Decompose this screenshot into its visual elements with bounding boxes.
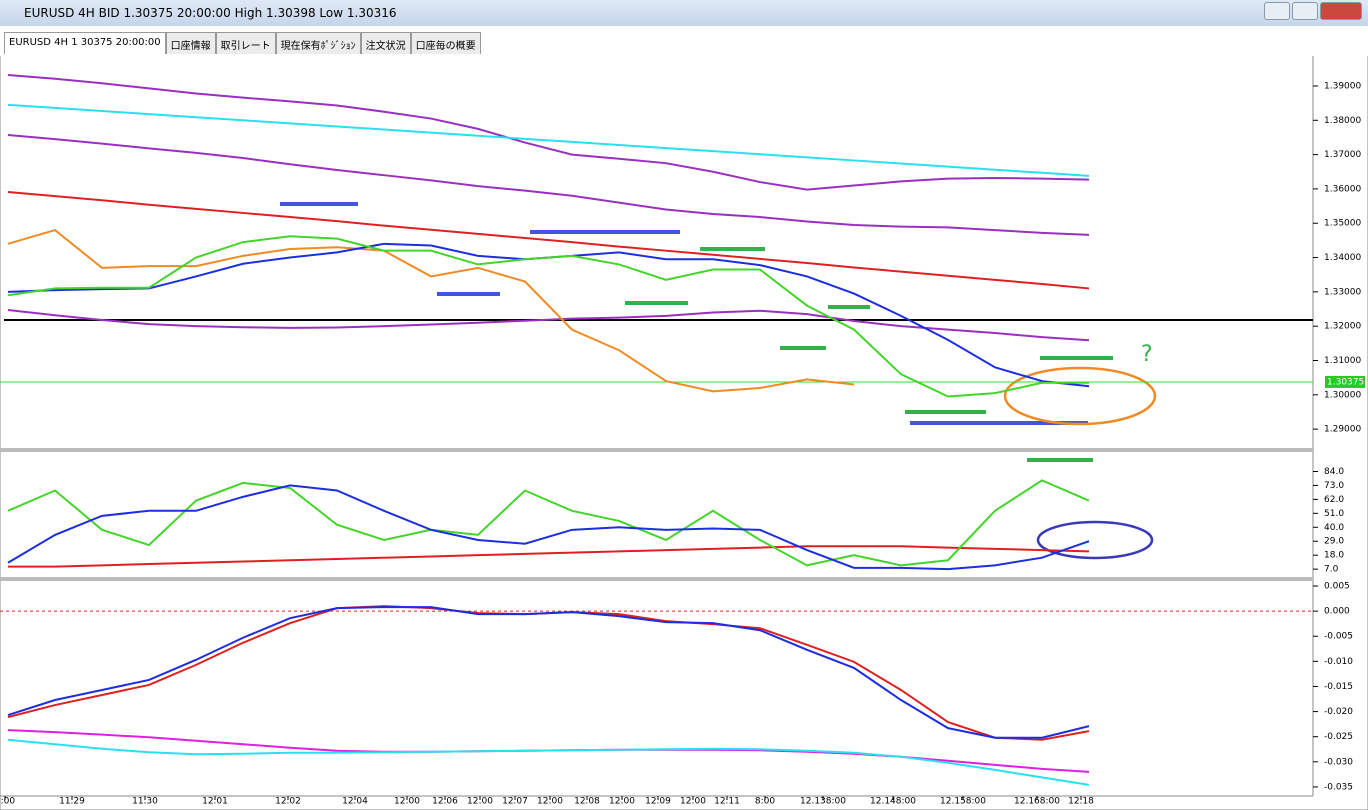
x-tick-label: 12:00 (537, 797, 563, 807)
window-title: EURUSD 4H BID 1.30375 20:00:00 High 1.30… (24, 6, 397, 20)
y-tick-label: 40.0 (1324, 523, 1344, 533)
panel-divider (0, 577, 1313, 581)
series-line (7, 134, 1090, 236)
y-tick-label: -0.010 (1324, 657, 1353, 667)
title-bar: EURUSD 4H BID 1.30375 20:00:00 High 1.30… (0, 0, 1368, 26)
tab[interactable]: 取引レート (215, 32, 276, 54)
series-line (7, 479, 1090, 567)
x-tick-label: 11.30 (132, 797, 158, 807)
y-tick-label: -0.015 (1324, 682, 1353, 692)
y-tick-label: 18.0 (1324, 551, 1344, 561)
y-tick-label: 1.36000 (1324, 184, 1361, 194)
highlight-ellipse (1003, 366, 1157, 426)
panel-divider (0, 448, 1313, 452)
x-tick-label: 12:00 (394, 797, 420, 807)
y-tick-label: 84.0 (1324, 467, 1344, 477)
y-tick-label: 29.0 (1324, 537, 1344, 547)
y-tick-label: -0.005 (1324, 632, 1353, 642)
highlight-ellipse (1036, 520, 1154, 560)
x-tick-label: 12.138:00 (800, 797, 846, 807)
tab[interactable]: EURUSD 4H 1 30375 20:00:00 (4, 32, 166, 54)
x-tick-label: 8:00 (755, 797, 775, 807)
series-line (7, 103, 1090, 177)
y-tick-label: 1.35000 (1324, 219, 1361, 229)
tab[interactable]: 口座情報 (165, 32, 216, 54)
x-tick-label: 12.01 (202, 797, 228, 807)
y-tick-label: 1.37000 (1324, 150, 1361, 160)
y-tick-label: -0.030 (1324, 757, 1353, 767)
series-line (7, 484, 1090, 571)
series-line (8, 545, 1090, 568)
y-tick-label: 1.38000 (1324, 116, 1361, 126)
x-tick-label: 12:00 (467, 797, 493, 807)
y-tick-label: 1.34000 (1324, 253, 1361, 263)
tab[interactable]: 現在保有ﾎﾟｼﾞｼｮﾝ (275, 32, 361, 54)
y-tick-label: 1.39000 (1324, 81, 1361, 91)
series-line (7, 228, 855, 393)
tab[interactable]: 注文状況 (360, 32, 411, 54)
window-buttons (1264, 2, 1362, 20)
chart-area: ? 1.29000 1.30000 1.31000 1.32000 1.33000 1.3… (0, 56, 1368, 810)
x-tick-label: 12.07 (502, 797, 528, 807)
x-tick-label: 11.29 (59, 797, 85, 807)
x-tick-label: 12.148:00 (870, 797, 916, 807)
drawn-levels (280, 202, 1113, 462)
current-price-box (1325, 375, 1365, 388)
x-tick-label: 12.04 (342, 797, 368, 807)
maximize-button[interactable] (1292, 2, 1318, 20)
y-tick-label: 51.0 (1324, 509, 1344, 519)
x-tick-label: 4:00 (0, 797, 15, 807)
y-tick-label: 73.0 (1324, 481, 1344, 491)
y-tick-label: 7.0 (1324, 565, 1339, 575)
annotation-text: ? (1141, 342, 1153, 367)
series-line (7, 235, 1089, 398)
tab-bar: EURUSD 4H 1 30375 20:00:00 口座情報 取引レート 現在保有ﾎ… (4, 32, 481, 54)
y-tick-label: 1.32000 (1324, 322, 1361, 332)
y-tick-label: 1.31000 (1324, 356, 1361, 366)
y-tick-label: 62.0 (1324, 495, 1344, 505)
x-tick-label: 12.09 (645, 797, 671, 807)
x-tick-label: 12:00 (680, 797, 706, 807)
chart-frame (0, 56, 1368, 810)
series-line (7, 309, 1090, 342)
current-price-label: 1.30375 (1327, 377, 1364, 387)
y-tick-label: -0.035 (1324, 782, 1353, 792)
y-tick-label: 1.33000 (1324, 287, 1361, 297)
y-tick-label: 1.30000 (1324, 390, 1361, 400)
series-line (7, 73, 1090, 191)
y-tick-label: 0.005 (1324, 582, 1350, 592)
x-tick-label: 12.18 (1068, 797, 1094, 807)
series-line (7, 738, 1090, 786)
series-line (7, 191, 1090, 290)
x-tick-label: 12.06 (432, 797, 458, 807)
y-tick-label: 0.000 (1324, 607, 1350, 617)
y-tick-label: -0.020 (1324, 707, 1353, 717)
y-tick-label: -0.025 (1324, 732, 1353, 742)
x-tick-label: 12.11 (714, 797, 740, 807)
x-tick-label: 12.158:00 (940, 797, 986, 807)
x-tick-label: 12.168:00 (1014, 797, 1060, 807)
x-tick-label: 12.02 (275, 797, 301, 807)
close-button[interactable] (1320, 2, 1362, 20)
x-tick-label: 12.08 (574, 797, 600, 807)
tab[interactable]: 口座毎の概要 (410, 32, 481, 54)
x-tick-label: 12:00 (609, 797, 635, 807)
y-tick-label: 1.29000 (1324, 425, 1361, 435)
minimize-button[interactable] (1264, 2, 1290, 20)
series-line (7, 606, 1090, 739)
